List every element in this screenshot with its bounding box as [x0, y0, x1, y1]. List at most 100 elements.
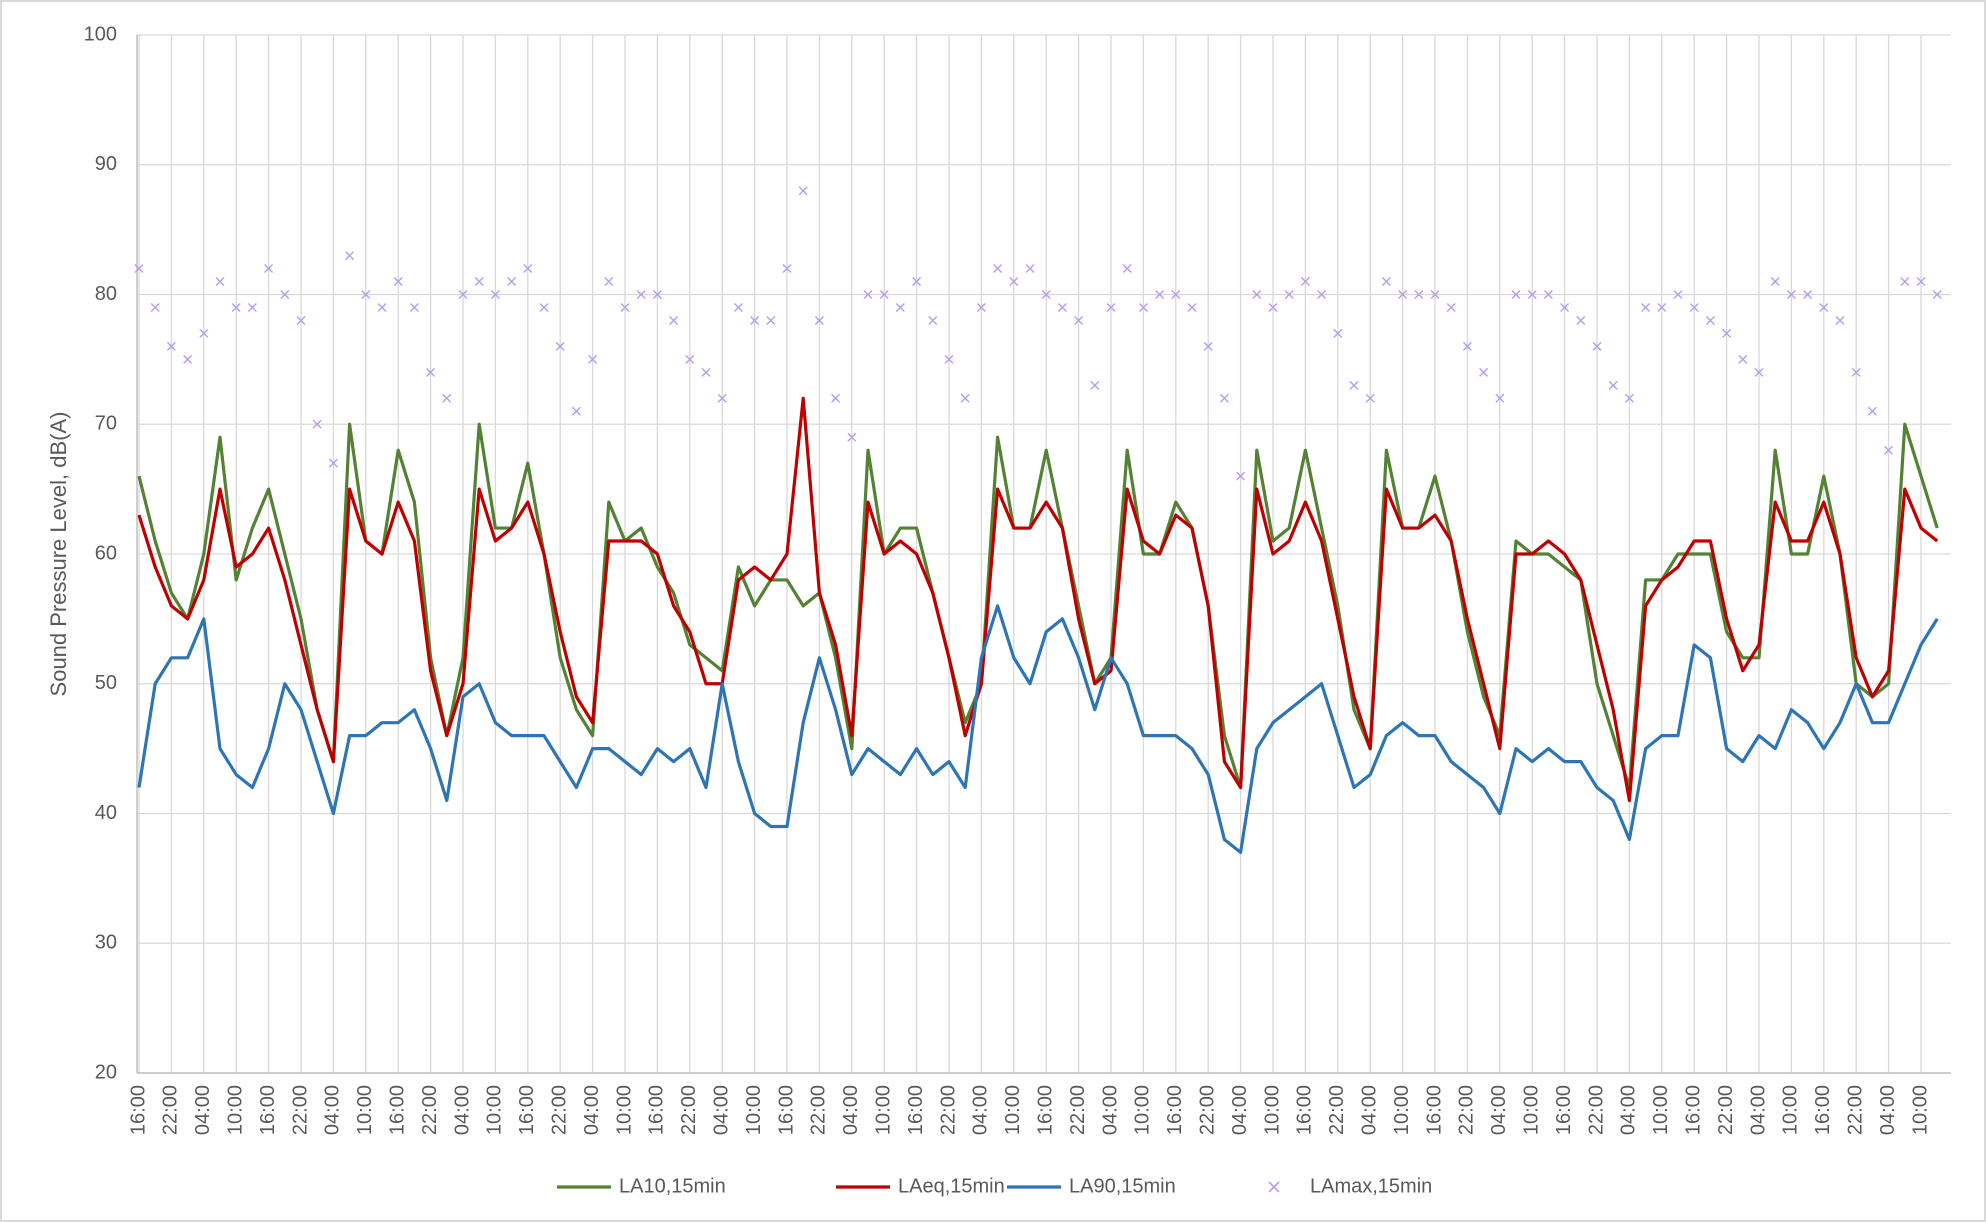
marker — [1624, 393, 1634, 403]
x-tick-label: 04:00 — [322, 1085, 344, 1135]
marker — [1835, 315, 1845, 325]
marker — [1252, 290, 1262, 299]
marker — [1090, 380, 1100, 390]
marker — [1689, 302, 1699, 312]
marker — [1236, 471, 1246, 481]
marker — [247, 302, 257, 312]
marker — [1770, 277, 1780, 287]
x-tick-label: 10:00 — [743, 1085, 765, 1135]
marker — [1203, 341, 1213, 351]
marker — [636, 290, 646, 299]
marker — [361, 290, 371, 299]
marker — [442, 393, 452, 403]
x-tick-label: 16:00 — [1034, 1085, 1056, 1135]
x-tick-label: 16:00 — [1423, 1085, 1445, 1135]
x-tick-label: 10:00 — [613, 1085, 635, 1135]
marker — [1819, 302, 1829, 312]
marker — [1657, 302, 1667, 312]
marker — [1722, 328, 1732, 338]
y-tick-label: 80 — [95, 283, 117, 305]
marker — [1527, 290, 1537, 299]
x-tick-label: 22:00 — [678, 1085, 700, 1135]
marker — [1041, 290, 1051, 299]
x-tick-label: 10:00 — [484, 1085, 506, 1135]
marker — [166, 341, 176, 351]
marker — [620, 302, 630, 312]
marker — [215, 277, 225, 287]
legend-label: LA90,15min — [1069, 1175, 1176, 1197]
marker — [944, 354, 954, 364]
marker — [1932, 290, 1942, 299]
marker — [1705, 315, 1715, 325]
marker — [474, 277, 484, 287]
marker — [863, 290, 873, 299]
x-tick-label: 04:00 — [1229, 1085, 1251, 1135]
x-tick-label: 10:00 — [1909, 1085, 1931, 1135]
legend-label: LAmax,15min — [1310, 1175, 1432, 1197]
marker — [523, 264, 533, 274]
marker — [1300, 277, 1310, 287]
x-tick-label: 22:00 — [289, 1085, 311, 1135]
x-tick-label: 22:00 — [419, 1085, 441, 1135]
marker — [1138, 302, 1148, 312]
marker — [1365, 393, 1375, 403]
marker — [1851, 367, 1861, 377]
marker — [199, 328, 209, 338]
x-tick-label: 22:00 — [160, 1085, 182, 1135]
x-tick-label: 22:00 — [548, 1085, 570, 1135]
x-tick-label: 04:00 — [451, 1085, 473, 1135]
marker — [1560, 302, 1570, 312]
marker — [960, 393, 970, 403]
marker — [328, 458, 338, 468]
x-tick-label: 16:00 — [386, 1085, 408, 1135]
marker — [993, 264, 1003, 274]
y-tick-label: 100 — [84, 23, 117, 45]
marker — [1884, 445, 1894, 455]
x-tick-label: 04:00 — [1099, 1085, 1121, 1135]
marker — [490, 290, 500, 299]
x-tick-label: 10:00 — [872, 1085, 894, 1135]
x-tick-label: 10:00 — [1002, 1085, 1024, 1135]
x-tick-label: 04:00 — [970, 1085, 992, 1135]
marker — [733, 302, 743, 312]
marker — [1219, 393, 1229, 403]
marker — [1317, 290, 1327, 299]
marker — [1155, 290, 1165, 299]
marker — [1349, 380, 1359, 390]
marker — [1106, 302, 1116, 312]
legend-label: LAeq,15min — [898, 1175, 1005, 1197]
marker — [685, 354, 695, 364]
x-tick-label: 22:00 — [1844, 1085, 1866, 1135]
marker — [798, 186, 808, 196]
marker — [879, 290, 889, 299]
marker — [1381, 277, 1391, 287]
marker — [1495, 393, 1505, 403]
y-tick-label: 60 — [95, 542, 117, 564]
x-tick-label: 04:00 — [710, 1085, 732, 1135]
x-tick-label: 22:00 — [808, 1085, 830, 1135]
x-tick-label: 10:00 — [1650, 1085, 1672, 1135]
marker — [571, 406, 581, 416]
x-tick-label: 10:00 — [1132, 1085, 1154, 1135]
marker — [409, 302, 419, 312]
x-tick-label: 16:00 — [646, 1085, 668, 1135]
x-tick-label: 10:00 — [1780, 1085, 1802, 1135]
marker — [345, 251, 355, 261]
y-tick-label: 20 — [95, 1061, 117, 1083]
x-tick-label: 04:00 — [192, 1085, 214, 1135]
marker — [1333, 328, 1343, 338]
marker — [604, 277, 614, 287]
marker — [264, 264, 274, 274]
x-tick-label: 22:00 — [1326, 1085, 1348, 1135]
marker — [701, 367, 711, 377]
marker — [1009, 277, 1019, 287]
marker — [1608, 380, 1618, 390]
marker — [150, 302, 160, 312]
marker — [1641, 302, 1651, 312]
legend-label: LA10,15min — [619, 1175, 726, 1197]
marker — [1074, 315, 1084, 325]
y-tick-label: 50 — [95, 672, 117, 694]
